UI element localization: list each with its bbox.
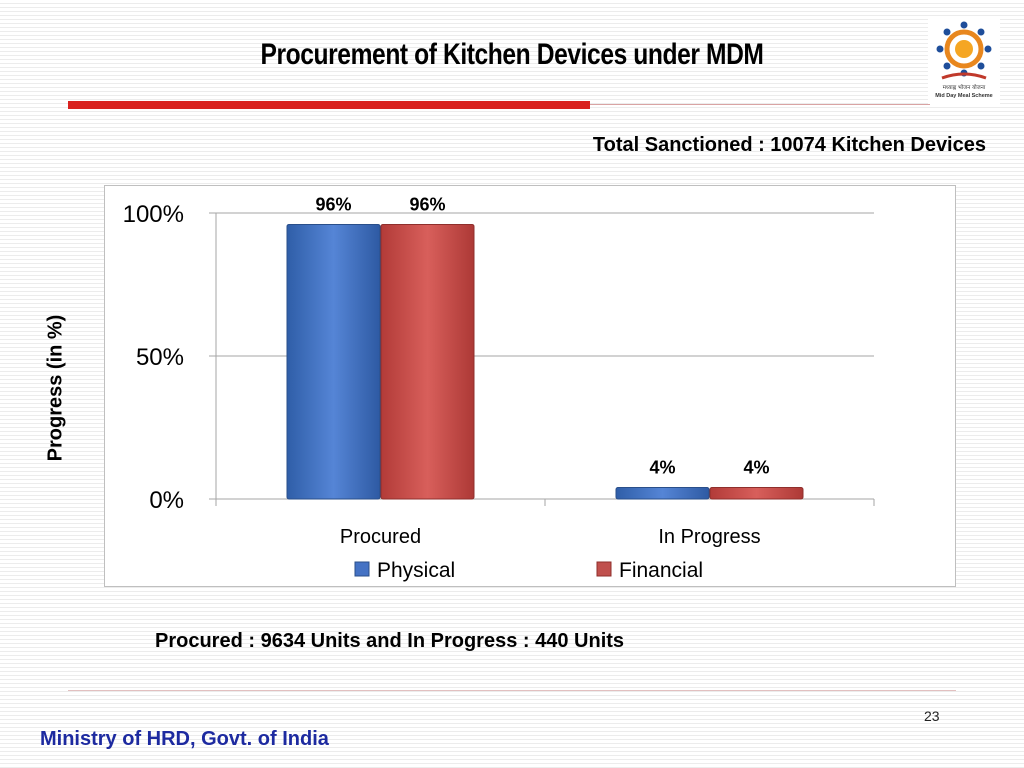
data-label: 4% [743, 458, 769, 478]
y-tick-label: 50% [136, 344, 184, 371]
y-tick-label: 0% [149, 487, 184, 514]
procurement-note: Procured : 9634 Units and In Progress : … [155, 630, 625, 652]
logo-hindi-text: मध्याह्न भोजन योजना [943, 84, 986, 91]
bar-physical-in-progress [615, 487, 710, 500]
x-category-label: In Progress [658, 526, 760, 548]
data-label: 96% [315, 194, 351, 214]
chart-area [104, 185, 956, 587]
legend-swatch-physical [354, 561, 370, 577]
footer-divider [68, 690, 956, 691]
bar-physical-procured [286, 223, 381, 500]
mid-day-meal-logo: मध्याह्न भोजन योजना Mid Day Meal Scheme [928, 16, 1000, 104]
data-label: 4% [649, 458, 675, 478]
legend-swatch-financial [596, 561, 612, 577]
page-number: 23 [924, 708, 940, 724]
total-sanctioned-text: Total Sanctioned : 10074 Kitchen Devices [592, 134, 986, 156]
slide-title: Procurement of Kitchen Devices under MDM [260, 38, 764, 71]
title-divider [590, 104, 930, 105]
bar-financial-procured [380, 223, 475, 500]
logo-caption: Mid Day Meal Scheme [935, 93, 992, 99]
title-underline [68, 101, 590, 109]
bar-financial-in-progress [709, 487, 804, 500]
data-label: 96% [409, 194, 445, 214]
y-tick-label: 100% [123, 201, 184, 228]
legend-label-financial: Financial [619, 559, 703, 582]
legend-label-physical: Physical [377, 559, 455, 582]
footer-ministry: Ministry of HRD, Govt. of India [40, 728, 329, 750]
x-category-label: Procured [340, 526, 421, 548]
